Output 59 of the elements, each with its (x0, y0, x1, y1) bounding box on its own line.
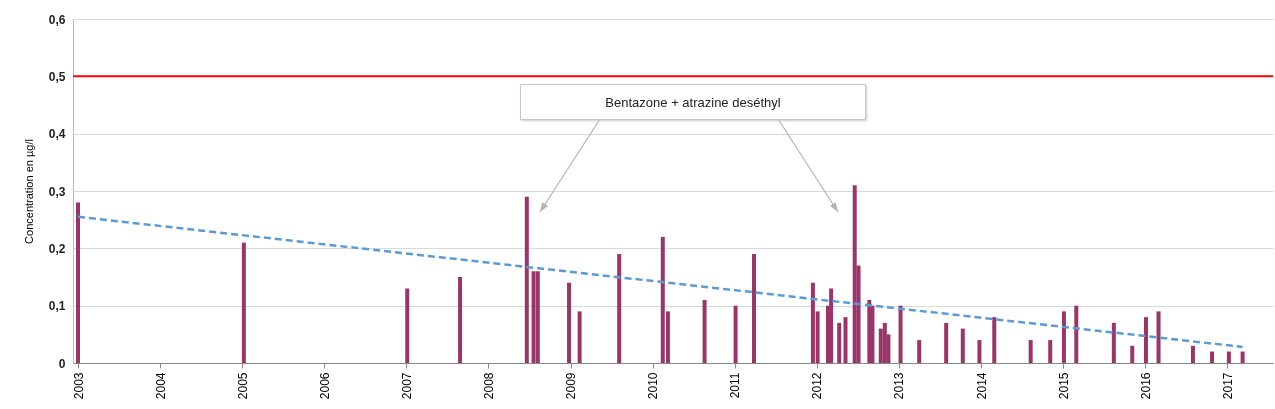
x-tick-label: 2008 (481, 372, 496, 400)
bar (752, 254, 757, 363)
x-tick-label: 2005 (235, 372, 250, 400)
bar (567, 282, 572, 363)
x-tick-label: 2015 (1056, 372, 1071, 400)
bar (977, 340, 982, 363)
bar (1156, 311, 1161, 363)
y-tick-label: 0,2 (48, 241, 66, 256)
x-tick-label: 2009 (564, 372, 579, 400)
y-axis-title: Concentration en µg/l (22, 139, 35, 244)
x-tick-label: 2004 (153, 372, 168, 400)
y-tick-label: 0,1 (48, 299, 66, 314)
bar (733, 305, 738, 363)
bar (577, 311, 582, 363)
bar (852, 185, 857, 363)
bar (1028, 340, 1033, 363)
bar (76, 202, 80, 363)
bar (960, 328, 965, 363)
x-tick-label: 2011 (728, 372, 743, 399)
callout-box: Bentazone + atrazine deséthyl (520, 84, 866, 120)
bar (617, 254, 622, 363)
bar (458, 277, 463, 363)
bar (1226, 351, 1231, 363)
x-tick-label: 2017 (1220, 372, 1235, 400)
bar (1240, 351, 1245, 363)
bar (535, 271, 540, 363)
x-tick-label: 2013 (892, 372, 907, 400)
x-tick-label: 2007 (399, 372, 414, 400)
bar (837, 322, 842, 363)
x-tick-label: 2012 (810, 372, 825, 400)
y-tick-label: 0 (58, 356, 66, 371)
bar (531, 271, 536, 363)
bar (1143, 317, 1148, 363)
bar (898, 305, 903, 363)
bar (1190, 345, 1195, 363)
y-tick-label: 0,3 (48, 184, 66, 199)
bar (405, 288, 410, 363)
x-tick-label: 2003 (71, 372, 86, 400)
x-tick-label: 2006 (317, 372, 332, 400)
bar (702, 299, 707, 363)
y-tick-label: 0,5 (48, 69, 66, 84)
x-tick-label: 2010 (646, 372, 661, 400)
bar (1074, 305, 1079, 363)
x-tick-label: 2016 (1138, 372, 1153, 400)
y-tick-label: 0,4 (48, 127, 66, 142)
bar (524, 196, 529, 363)
bar (1130, 345, 1135, 363)
bar (241, 242, 246, 363)
bar (944, 322, 949, 363)
bar (992, 317, 997, 363)
bar (1061, 311, 1066, 363)
x-tick-label: 2014 (974, 372, 989, 400)
bar (829, 288, 834, 363)
bar (917, 340, 922, 363)
bar (843, 317, 848, 363)
bar (1210, 351, 1215, 363)
bar (1111, 322, 1116, 363)
bar (1048, 340, 1053, 363)
y-tick-label: 0,6 (48, 12, 66, 27)
